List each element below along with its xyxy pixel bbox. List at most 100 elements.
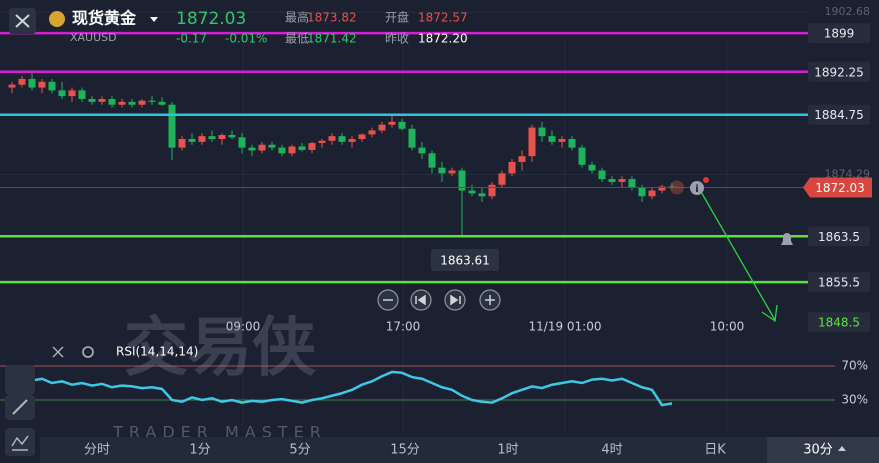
candle-body	[498, 173, 506, 185]
tab-bar	[40, 437, 879, 463]
x-tick-label: 17:00	[386, 320, 421, 334]
tool-button[interactable]	[5, 365, 35, 395]
candle-body	[378, 124, 386, 131]
level-label: 1863.5	[818, 230, 860, 244]
candle-body	[528, 127, 536, 157]
candle-body	[228, 135, 236, 138]
candle-body	[278, 147, 286, 154]
candle-body	[408, 128, 416, 148]
level-label: 1855.5	[818, 276, 860, 290]
x-tick-label: 09:00	[226, 320, 261, 334]
level-label: 1884.75	[814, 108, 864, 122]
candle-body	[428, 153, 436, 168]
candle-body	[118, 101, 126, 105]
candle-body	[178, 139, 186, 148]
candle-body	[458, 170, 466, 191]
candle-body	[208, 136, 216, 140]
candle-body	[438, 167, 446, 174]
tab[interactable]: 日K	[704, 443, 726, 458]
candle-body	[328, 136, 336, 141]
candle-body	[478, 193, 486, 197]
tab[interactable]: 15分	[390, 443, 420, 458]
pencil-icon	[12, 399, 28, 415]
candle-body	[108, 98, 116, 105]
field-value: 1873.82	[307, 11, 357, 25]
level-label: 1899	[824, 27, 855, 41]
candle-body	[48, 81, 56, 91]
tab[interactable]: 5分	[289, 443, 310, 458]
rsi-line	[11, 370, 673, 407]
candle-body	[508, 161, 516, 174]
tab[interactable]: 30分	[803, 443, 833, 458]
bell-icon[interactable]	[781, 233, 793, 245]
low-callout: 1863.61	[440, 254, 490, 268]
rsi-settings[interactable]	[82, 346, 94, 358]
gold-icon	[49, 11, 65, 27]
field-value: 1871.42	[307, 32, 357, 46]
close-icon	[15, 14, 30, 28]
candle-body	[548, 136, 556, 142]
candle-body	[198, 136, 206, 142]
candle-body	[128, 101, 136, 105]
level-label-box	[808, 226, 870, 247]
quote-symbol: XAUUSD	[70, 31, 117, 44]
tab[interactable]: 1时	[497, 443, 518, 458]
tab-arrow	[838, 446, 846, 451]
y-tick-label: 1902.68	[825, 5, 871, 18]
field-label: 最高	[285, 10, 309, 25]
candle-body	[38, 81, 46, 88]
candle-body	[148, 100, 156, 102]
x-tick-label: 11/19 01:00	[529, 320, 602, 334]
y-tick-label: 1874.29	[825, 168, 871, 181]
candle-body	[308, 143, 316, 150]
rsi-level-label: 30%	[841, 393, 868, 407]
quote-name[interactable]: 现货黄金	[72, 9, 137, 28]
level-label-box	[808, 61, 870, 82]
dropdown-arrow[interactable]	[150, 17, 158, 22]
candle-body	[598, 170, 606, 180]
candle-body	[258, 144, 266, 151]
tab[interactable]: 1分	[189, 443, 210, 458]
level-label: 1848.5	[818, 316, 860, 330]
level-label: 1892.25	[814, 65, 864, 79]
field-label: 开盘	[385, 10, 409, 25]
candle-body	[608, 179, 616, 182]
field-value: 1872.20	[418, 32, 468, 46]
candle-body	[638, 187, 646, 197]
candle-body	[188, 139, 196, 142]
candle-body	[568, 139, 576, 148]
candle-body	[268, 144, 276, 148]
candle-body	[398, 121, 406, 129]
candle-body	[418, 147, 426, 154]
last-price-glow	[670, 180, 684, 195]
candle-body	[158, 101, 166, 105]
tab[interactable]: 4时	[601, 443, 622, 458]
quote-change-pct: -0.01%	[225, 32, 267, 46]
candle-body	[538, 127, 546, 137]
candle-body	[138, 100, 146, 105]
candle-body	[248, 147, 256, 151]
candle-body	[338, 136, 346, 142]
tab[interactable]: 分时	[84, 443, 110, 458]
candle-body	[578, 147, 586, 165]
watermark-title: 交易侠	[124, 312, 316, 386]
candle-body	[88, 98, 96, 102]
last-price-box	[803, 177, 872, 198]
candle-body	[518, 156, 526, 162]
quote-price: 1872.03	[176, 9, 246, 29]
candle-body	[488, 184, 496, 197]
rsi-level-label: 70%	[841, 358, 868, 372]
candle-body	[648, 190, 656, 197]
candle-body	[218, 135, 226, 140]
candle-body	[358, 134, 366, 140]
candle-body	[288, 146, 296, 154]
candle-body	[8, 84, 16, 88]
x-tick-label: 10:00	[710, 320, 745, 334]
candle-body	[298, 146, 306, 150]
candle-body	[658, 186, 666, 191]
info-icon[interactable]	[690, 181, 704, 195]
level-label-box	[808, 312, 870, 333]
candle-body	[448, 170, 456, 174]
rsi-close[interactable]	[52, 346, 64, 358]
